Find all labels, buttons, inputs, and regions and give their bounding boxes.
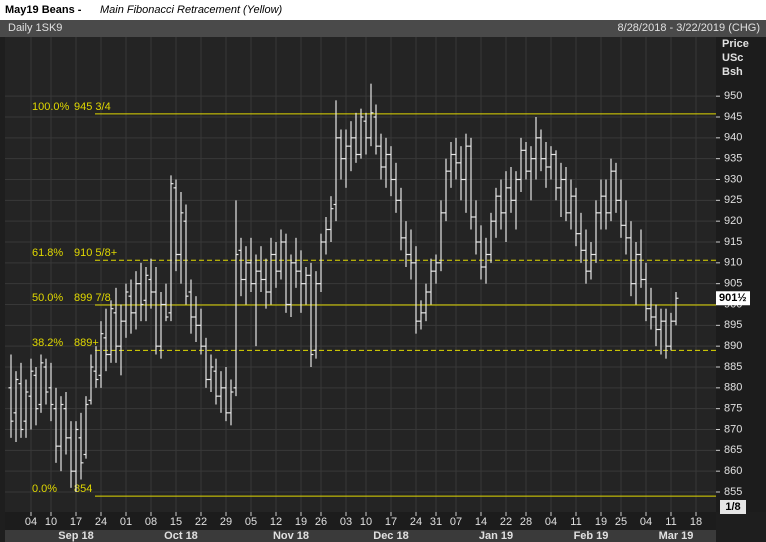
y-tick-label: 875 (724, 403, 742, 415)
x-tick-label: 05 (245, 516, 257, 528)
x-tick-label: 17 (385, 516, 397, 528)
title-bar (0, 0, 766, 20)
x-tick-label: 10 (45, 516, 57, 528)
x-tick-label: 22 (500, 516, 512, 528)
y-tick-label: 940 (724, 132, 742, 144)
y-tick-label: 915 (724, 236, 742, 248)
fib-price: 945 3/4 (74, 101, 111, 113)
x-tick-label: 10 (360, 516, 372, 528)
x-tick-label: 14 (475, 516, 487, 528)
x-tick-label: 08 (145, 516, 157, 528)
x-tick-label: 04 (640, 516, 652, 528)
date-range: 8/28/2018 - 3/22/2019 (CHG) (618, 22, 760, 34)
y-axis-label: Price (722, 38, 749, 50)
x-tick-label: 31 (430, 516, 442, 528)
y-tick-label: 925 (724, 194, 742, 206)
month-label: Nov 18 (273, 530, 309, 542)
x-tick-label: 11 (665, 516, 676, 528)
y-tick-label: 910 (724, 257, 742, 269)
x-tick-label: 17 (70, 516, 82, 528)
x-tick-label: 29 (220, 516, 232, 528)
y-tick-label: 890 (724, 340, 742, 352)
chart-subtitle: Main Fibonacci Retracement (Yellow) (100, 4, 283, 16)
x-tick-label: 03 (340, 516, 352, 528)
tick-size-box (720, 500, 746, 514)
y-tick-label: 920 (724, 215, 742, 227)
month-label: Oct 18 (164, 530, 198, 542)
x-tick-label: 04 (545, 516, 557, 528)
x-tick-label: 07 (450, 516, 462, 528)
month-label: Sep 18 (58, 530, 93, 542)
fib-price: 910 5/8+ (74, 247, 117, 259)
fib-pct: 61.8% (32, 247, 63, 259)
x-tick-label: 18 (690, 516, 702, 528)
x-tick-label: 11 (570, 516, 581, 528)
x-tick-label: 19 (295, 516, 307, 528)
y-axis-label: USc (722, 52, 743, 64)
month-label: Dec 18 (373, 530, 408, 542)
y-tick-label: 865 (724, 444, 742, 456)
info-bar (0, 20, 766, 37)
x-tick-label: 04 (25, 516, 37, 528)
y-tick-label: 945 (724, 111, 742, 123)
fib-price: 854 (74, 483, 92, 495)
x-tick-label: 28 (520, 516, 532, 528)
y-tick-label: 935 (724, 153, 742, 165)
x-tick-label: 12 (270, 516, 282, 528)
last-price: 901½ (719, 292, 747, 304)
fib-price: 899 7/8 (74, 292, 111, 304)
y-tick-label: 895 (724, 319, 742, 331)
y-tick-label: 905 (724, 278, 742, 290)
fib-pct: 50.0% (32, 292, 63, 304)
y-tick-label: 885 (724, 361, 742, 373)
x-tick-label: 22 (195, 516, 207, 528)
x-tick-label: 01 (120, 516, 132, 528)
y-tick-label: 930 (724, 173, 742, 185)
month-band (5, 530, 716, 542)
y-axis-area (716, 37, 766, 512)
fib-price: 889+ (74, 337, 99, 349)
fib-pct: 100.0% (32, 101, 70, 113)
last-price-box (716, 291, 750, 306)
y-tick-label: 870 (724, 423, 742, 435)
chart-title: May19 Beans - (5, 4, 82, 16)
month-label: Feb 19 (574, 530, 609, 542)
x-tick-label: 24 (410, 516, 422, 528)
y-tick-label: 855 (724, 486, 742, 498)
fib-pct: 38.2% (32, 337, 63, 349)
x-tick-label: 19 (595, 516, 607, 528)
x-tick-label: 24 (95, 516, 107, 528)
plot-area (5, 37, 716, 512)
x-tick-label: 15 (170, 516, 182, 528)
x-axis-area (5, 512, 716, 530)
y-tick-label: 860 (724, 465, 742, 477)
y-axis-label: Bsh (722, 66, 743, 78)
fib-pct: 0.0% (32, 483, 57, 495)
x-tick-label: 26 (315, 516, 327, 528)
x-tick-label: 25 (615, 516, 627, 528)
y-tick-label: 950 (724, 90, 742, 102)
symbol: Daily 1SK9 (8, 22, 62, 34)
tick-size: 1/8 (725, 501, 740, 513)
month-label: Jan 19 (479, 530, 513, 542)
month-label: Mar 19 (659, 530, 694, 542)
y-tick-label: 880 (724, 382, 742, 394)
